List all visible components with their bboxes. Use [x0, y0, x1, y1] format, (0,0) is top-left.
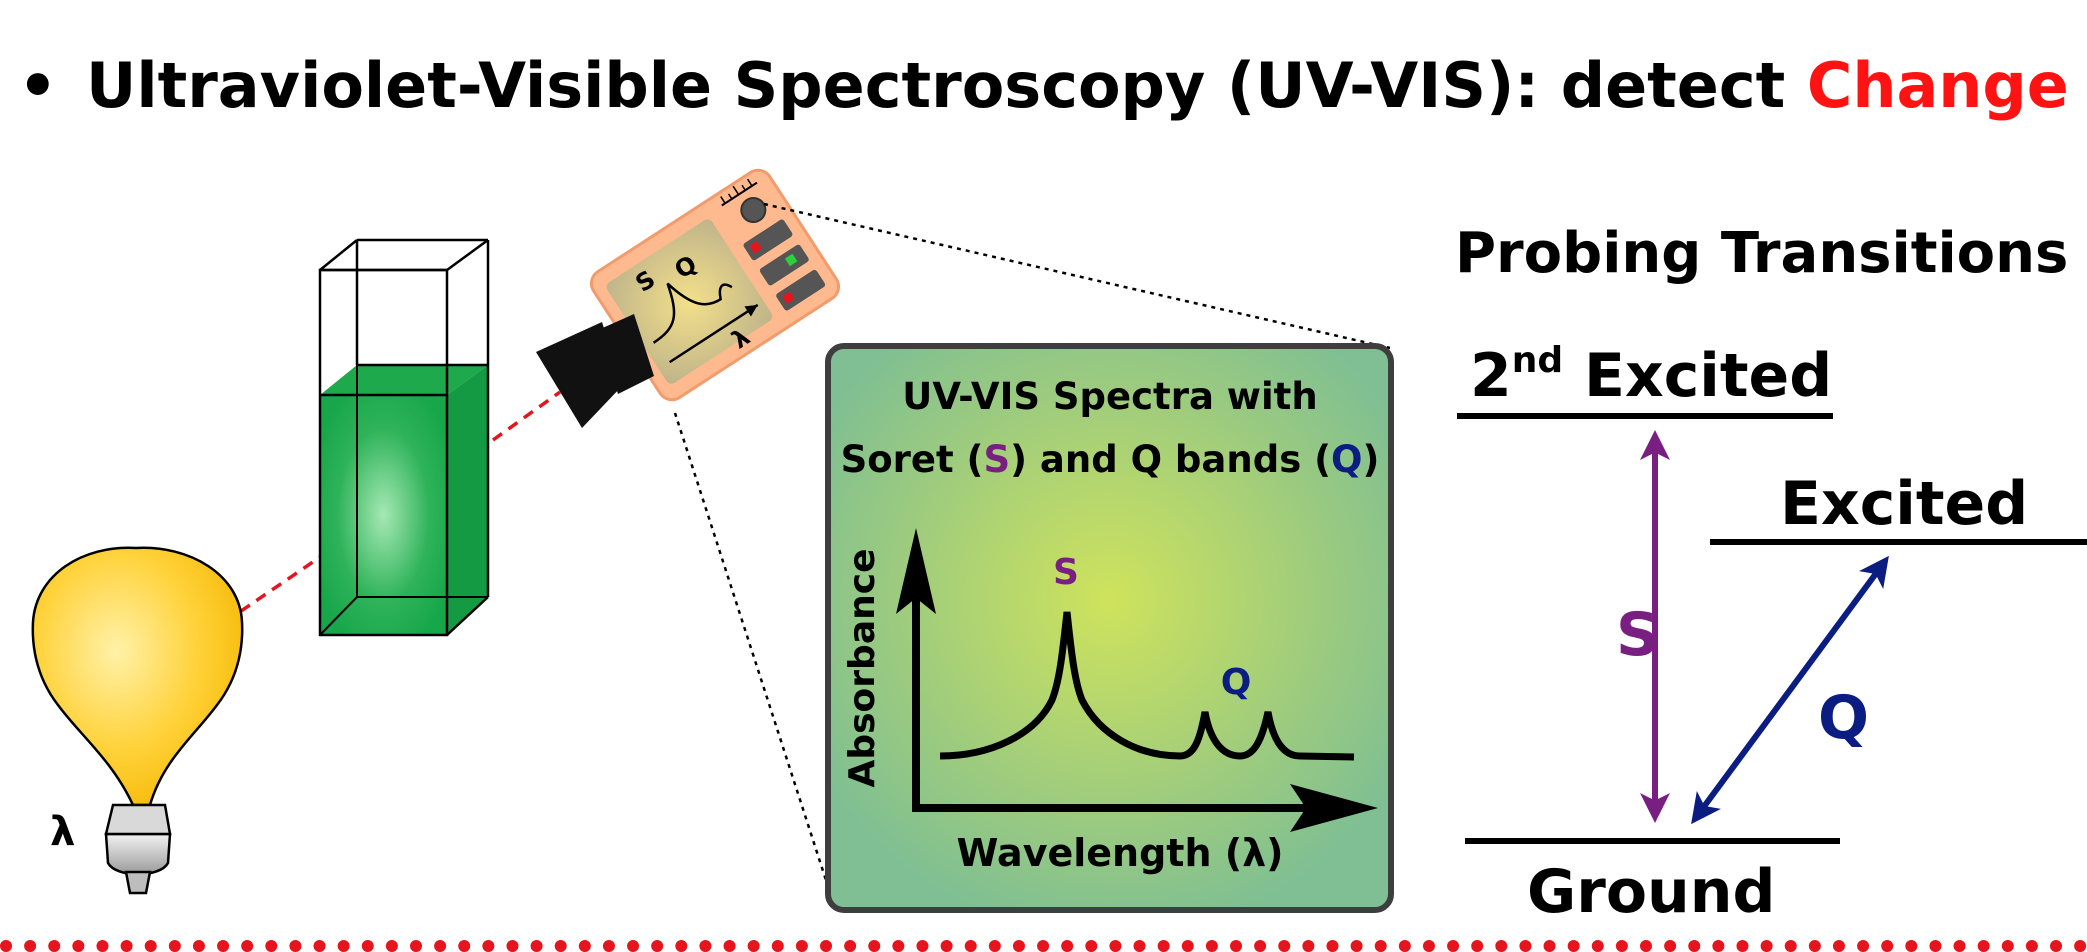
level-ground-label: Ground: [1527, 857, 1775, 927]
heading-text: Ultraviolet-Visible Spectroscopy (UV-VIS…: [86, 49, 1807, 122]
spectrum-title-line1: UV-VIS Spectra with: [902, 375, 1317, 418]
level-second-excited-label: 2nd Excited: [1470, 340, 1832, 411]
spectrum-y-axis-label: Absorbance: [842, 549, 883, 788]
detector-device: S Q λ: [589, 168, 841, 402]
q-transition-arrow: [1691, 555, 1889, 825]
spectrum-peak-s-label: S: [1053, 552, 1079, 593]
detector-mini-spectrum: [652, 282, 733, 344]
slide-heading: • Ultraviolet-Visible Spectroscopy (UV-VI…: [18, 42, 2069, 130]
energy-level-diagram: Probing Transitions 2nd Excited Excited …: [1455, 221, 2087, 927]
source-wavelength-label: λ: [50, 809, 75, 855]
spectrum-x-axis-label: Wavelength (λ): [956, 831, 1283, 875]
q-transition-label: Q: [1818, 683, 1869, 753]
detector-lens-icon: [536, 314, 654, 428]
bullet-icon: •: [18, 49, 58, 122]
spectrum-curve: [939, 611, 1355, 761]
detector-dial-icon: [740, 197, 767, 224]
transitions-title: Probing Transitions: [1455, 221, 2068, 286]
heading-accent-word: Change: [1806, 49, 2069, 122]
spectrum-title-line2: Soret (S) and Q bands (Q): [841, 438, 1380, 481]
spectrum-peak-q-label: Q: [1221, 662, 1252, 703]
bottom-divider: [0, 940, 2087, 952]
light-bulb-icon: [31, 546, 244, 895]
soret-transition-label: S: [1616, 600, 1659, 670]
cuvette: [318, 238, 490, 637]
spectrum-panel: UV-VIS Spectra with Soret (S) and Q band…: [825, 343, 1394, 913]
light-beam: [224, 390, 562, 624]
level-excited-label: Excited: [1780, 469, 2028, 539]
